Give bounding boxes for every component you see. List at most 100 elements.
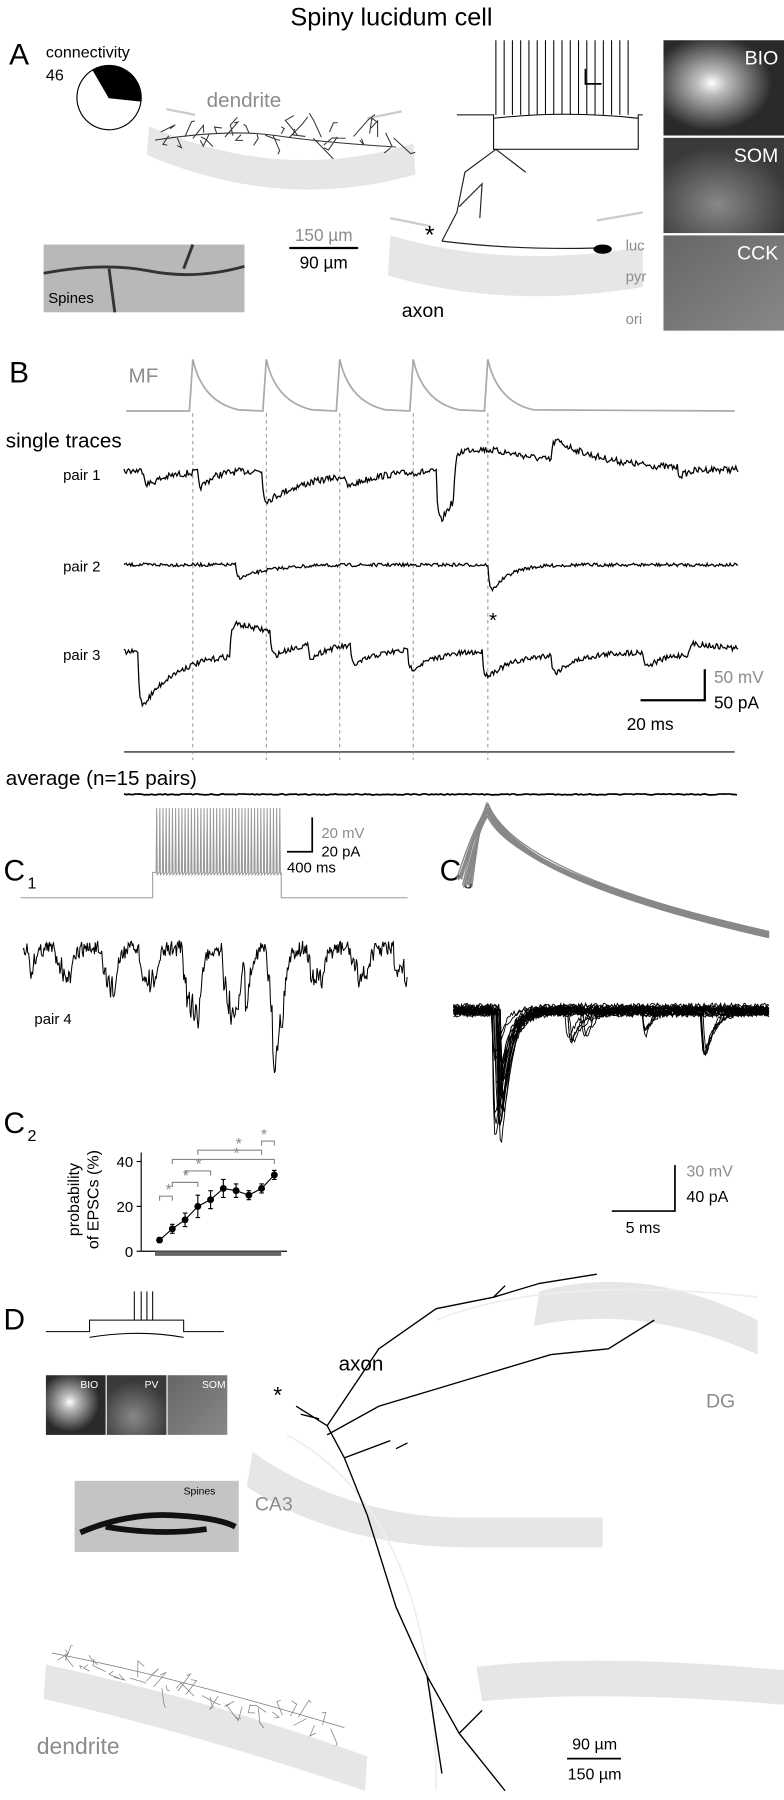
- scale-label: 150 µm: [568, 1765, 622, 1783]
- scale-label: 90 µm: [300, 253, 348, 273]
- dendrite-band: [43, 1664, 368, 1791]
- boundary: [596, 211, 644, 222]
- significance-bracket: [197, 1149, 263, 1155]
- trace: [123, 561, 739, 593]
- layout: [43, 40, 784, 1791]
- panel-sub: 1: [28, 875, 37, 893]
- soma-star: *: [273, 1382, 282, 1408]
- soma: [593, 244, 612, 254]
- significance-bracket: [184, 1170, 212, 1176]
- scale-bar: [640, 669, 706, 702]
- stain-label: PV: [145, 1380, 159, 1391]
- trace-label: pair 1: [63, 467, 100, 484]
- scale-label: 90 µm: [572, 1735, 617, 1753]
- soma-star: *: [425, 221, 435, 249]
- trace: [123, 438, 739, 523]
- axon: [441, 148, 597, 250]
- inset-trace: [456, 40, 643, 150]
- significance-star: *: [233, 1144, 239, 1162]
- epsp-trace: [465, 810, 770, 933]
- figure-title: Spiny lucidum cell: [290, 3, 492, 31]
- scale-label: 20 mV: [321, 825, 364, 842]
- scale-bar: [611, 1165, 676, 1212]
- epsp-trace: [466, 811, 770, 939]
- significance-star: *: [261, 1126, 267, 1144]
- point: [232, 1187, 240, 1195]
- scale-label: 40 pA: [686, 1188, 728, 1206]
- epsp-trace: [469, 803, 770, 937]
- epsp-trace: [468, 808, 770, 939]
- layer-label: ori: [626, 311, 643, 328]
- stain-image: [167, 1375, 228, 1435]
- stain-label: BIO: [80, 1380, 98, 1391]
- spines-image: [43, 244, 245, 313]
- axon: [295, 1273, 655, 1792]
- y-tick-label: 20: [117, 1199, 134, 1216]
- epsp-trace: [471, 801, 770, 937]
- dendrite: [154, 112, 416, 160]
- scale-label: 400 ms: [287, 859, 336, 876]
- dendrite-label: dendrite: [207, 89, 282, 112]
- significance-bracket: [171, 1158, 275, 1165]
- significance-star: *: [183, 1167, 189, 1185]
- point: [219, 1184, 227, 1192]
- inset-trace: [45, 1291, 224, 1338]
- region-band: [533, 1281, 758, 1355]
- scale-label: 20 pA: [321, 843, 360, 860]
- spines-label: Spines: [48, 290, 94, 307]
- significance-bracket: [171, 1181, 199, 1187]
- dendrite: [51, 1645, 345, 1746]
- layer-label: luc: [626, 237, 646, 254]
- point: [181, 1216, 189, 1224]
- dendrite-label: dendrite: [37, 1733, 120, 1759]
- spine-dendrite: [43, 244, 245, 313]
- point: [194, 1202, 202, 1210]
- pie-slice: [76, 69, 142, 131]
- trace: [453, 1008, 770, 1144]
- stain-image: [106, 1375, 167, 1435]
- section-label: single traces: [6, 430, 122, 453]
- point: [270, 1171, 278, 1179]
- panel-label: A: [9, 38, 29, 71]
- epsp-trace: [461, 802, 770, 933]
- boundary: [390, 217, 431, 228]
- layer-label: pyr: [626, 268, 647, 285]
- panel-label: B: [9, 356, 29, 389]
- panel-label: D: [3, 1303, 25, 1336]
- region-label: CA3: [255, 1494, 293, 1516]
- point: [245, 1191, 253, 1199]
- stain-image: [663, 235, 784, 331]
- trace: [123, 792, 738, 796]
- y-tick-label: 40: [117, 1154, 134, 1171]
- point: [258, 1184, 266, 1192]
- trace-label: pair 2: [63, 559, 100, 576]
- significance-bracket: [261, 1140, 275, 1146]
- section-label: average (n=15 pairs): [6, 767, 197, 790]
- epsp-trace: [459, 809, 770, 933]
- scale-label: 20 ms: [627, 714, 674, 734]
- panel-sub: 2: [28, 1127, 37, 1145]
- event-star: *: [489, 609, 497, 632]
- scale-label: 150 µm: [295, 225, 353, 245]
- significance-star: *: [236, 1135, 242, 1153]
- stain-image: [45, 1375, 106, 1435]
- stain-label: CCK: [737, 242, 778, 264]
- voltage-trace: [20, 808, 408, 899]
- scale-label: 5 ms: [626, 1219, 661, 1237]
- stain-image: [663, 40, 784, 136]
- trace: [123, 619, 739, 708]
- region-label: DG: [706, 1390, 735, 1412]
- mf-trace: [126, 359, 735, 412]
- epsp-trace: [467, 810, 770, 934]
- y-axis-label: probability: [65, 1163, 83, 1236]
- point: [168, 1225, 176, 1233]
- region-band: [246, 1452, 603, 1548]
- significance-star: *: [195, 1156, 201, 1174]
- point: [207, 1196, 215, 1204]
- panel-label: C: [440, 854, 462, 887]
- significance-bracket: [158, 1195, 173, 1201]
- trace-label: pair 3: [63, 647, 100, 664]
- y-tick-label: 0: [125, 1244, 133, 1261]
